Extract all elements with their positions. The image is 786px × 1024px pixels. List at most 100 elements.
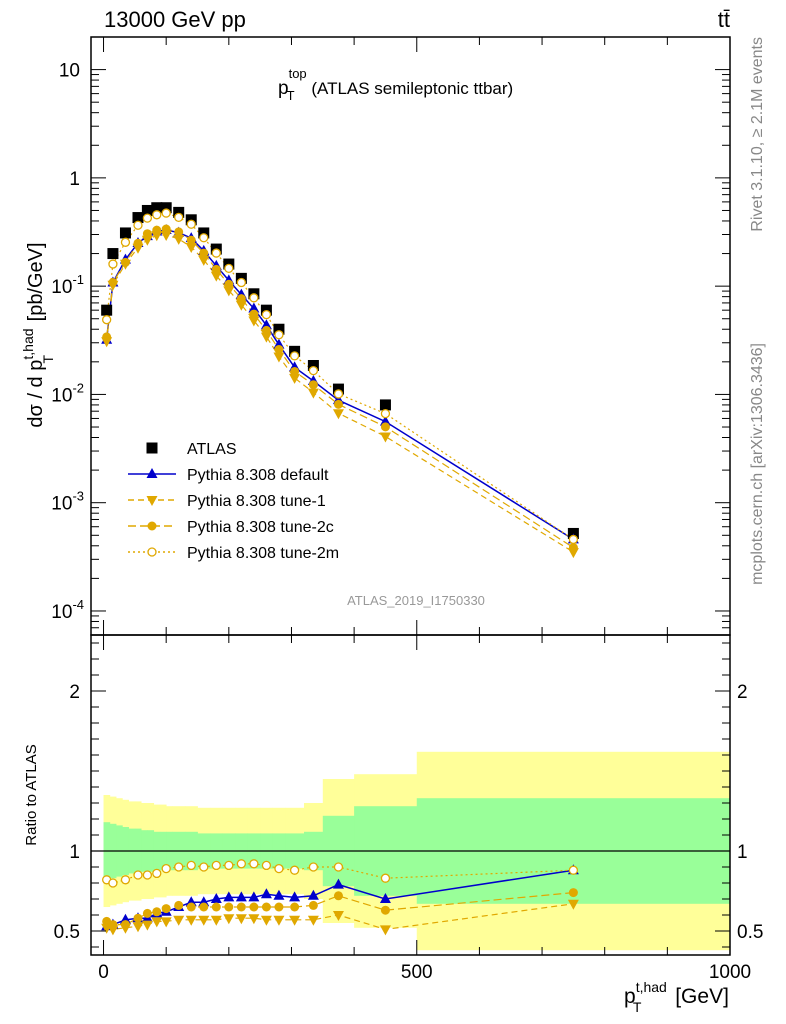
x-tick-label: 0 (98, 962, 109, 983)
ratio-point-pythia-8-308-tune-2c (568, 888, 578, 898)
ratio-point-pythia-8-308-tune-2c (174, 900, 184, 910)
data-point-pythia-8-308-tune-2m (308, 365, 319, 376)
data-point-atlas (307, 359, 319, 371)
legend-symbols (128, 442, 176, 557)
main-y-tick-label: 10-3 (51, 489, 84, 515)
ratio-point-pythia-8-308-default (248, 891, 260, 902)
data-point-atlas (332, 383, 344, 395)
plot-title-rest: (ATLAS semileptonic ttbar) (307, 79, 514, 98)
ratio-point-pythia-8-308-tune-2m (261, 860, 272, 871)
ratio-point-pythia-8-308-tune-2c (161, 904, 171, 914)
ratio-point-pythia-8-308-tune-2c (380, 905, 390, 915)
data-point-pythia-8-308-tune-1 (289, 373, 301, 384)
legend-label-tune-2c: Pythia 8.308 tune-2c (187, 519, 334, 536)
main-y-tick-label: 10-2 (51, 380, 84, 406)
ratio-point-pythia-8-308-tune-1 (185, 915, 197, 926)
main-axis-ticks: 10-4 10-3 10-2 10-1 1 10 (51, 36, 731, 636)
data-point-pythia-8-308-tune-1 (235, 300, 247, 311)
data-point-pythia-8-308-tune-2c (142, 229, 152, 239)
x-tick-label: 500 (401, 962, 433, 983)
data-point-pythia-8-308-tune-2c (308, 380, 318, 390)
ratio-point-pythia-8-308-tune-2c (308, 900, 318, 910)
data-point-atlas (101, 304, 113, 316)
ratio-point-pythia-8-308-default (379, 893, 391, 903)
ratio-point-pythia-8-308-tune-2m (224, 860, 234, 871)
ratio-axis-ticks: 0.5 0.5 1 1 2 2 0 500 1000 (54, 635, 763, 983)
ratio-point-pythia-8-308-default (273, 889, 285, 900)
data-point-pythia-8-308-tune-1 (248, 316, 260, 327)
data-point-pythia-8-308-default (379, 415, 391, 426)
data-point-pythia-8-308-tune-2m (199, 233, 209, 243)
ratio-point-pythia-8-308-default (307, 889, 319, 900)
data-point-pythia-8-308-tune-2c (236, 294, 246, 304)
data-point-pythia-8-308-tune-1 (141, 235, 153, 246)
ratio-point-pythia-8-308-tune-2c (236, 902, 246, 912)
ratio-point-pythia-8-308-tune-2m (211, 860, 221, 871)
legend-marker-atlas (146, 442, 158, 454)
data-point-pythia-8-308-tune-2c (152, 225, 162, 235)
ratio-point-pythia-8-308-tune-1 (289, 915, 301, 926)
data-point-pythia-8-308-tune-2m (174, 212, 184, 222)
ratio-y-tick-label-right: 2 (737, 682, 748, 703)
legend-label-atlas: ATLAS (187, 441, 237, 458)
data-point-pythia-8-308-tune-1 (198, 255, 210, 266)
ratio-point-pythia-8-308-tune-2m (333, 862, 344, 872)
data-point-pythia-8-308-default (260, 319, 272, 330)
header-energy: 13000 GeV pp (104, 7, 246, 32)
x-label-post: [GeV] (669, 985, 729, 1008)
data-point-atlas (151, 202, 163, 214)
data-point-pythia-8-308-tune-1 (160, 230, 172, 241)
data-point-pythia-8-308-tune-2c (199, 248, 209, 258)
main-y-axis-label: dσ / d pt,had T [pb/GeV] (20, 242, 56, 427)
data-point-pythia-8-308-tune-1 (307, 388, 319, 399)
data-point-pythia-8-308-tune-1 (379, 432, 391, 443)
data-point-pythia-8-308-tune-2m (120, 237, 131, 247)
data-point-pythia-8-308-default (248, 302, 260, 313)
ratio-point-pythia-8-308-tune-1 (198, 915, 210, 926)
x-axis-label: pt,had T [GeV] (624, 979, 729, 1015)
data-point-pythia-8-308-tune-2m (568, 534, 579, 545)
data-point-pythia-8-308-tune-2c (120, 257, 130, 267)
ratio-panel: 0.5 0.5 1 1 2 2 0 500 1000 Ratio to ATLAS pt,had… (23, 634, 763, 1015)
ratio-point-pythia-8-308-tune-2m (289, 865, 300, 875)
main-y-label-pre: dσ / d p (25, 360, 47, 428)
data-point-pythia-8-308-tune-2c (568, 543, 578, 553)
data-point-atlas (173, 206, 185, 218)
data-point-pythia-8-308-tune-2m (186, 219, 196, 229)
data-point-pythia-8-308-tune-2c (133, 238, 143, 248)
ratio-point-pythia-8-308-tune-1 (307, 915, 319, 926)
x-label-sup: t,had (636, 979, 667, 995)
data-point-pythia-8-308-tune-1 (173, 234, 185, 245)
data-point-pythia-8-308-tune-1 (223, 286, 235, 297)
x-tick-label: 1000 (709, 962, 751, 983)
ratio-point-pythia-8-308-tune-2m (120, 875, 131, 885)
ratio-point-pythia-8-308-tune-2c (152, 907, 162, 917)
data-point-pythia-8-308-tune-1 (273, 352, 285, 363)
ratio-y-tick-label-right: 0.5 (737, 922, 763, 943)
data-point-pythia-8-308-tune-2c (224, 279, 234, 289)
ratio-point-pythia-8-308-tune-1 (223, 914, 235, 925)
ratio-point-pythia-8-308-tune-1 (567, 899, 579, 910)
data-point-pythia-8-308-tune-2c (102, 332, 112, 342)
ratio-point-pythia-8-308-tune-2c (261, 902, 271, 912)
data-point-pythia-8-308-tune-2m (142, 213, 153, 223)
data-point-pythia-8-308-tune-1 (185, 242, 197, 253)
data-point-atlas (160, 202, 172, 214)
data-point-pythia-8-308-tune-2m (133, 220, 143, 230)
data-point-pythia-8-308-tune-2m (108, 259, 118, 269)
data-point-pythia-8-308-tune-2c (186, 235, 196, 245)
data-point-pythia-8-308-tune-2c (333, 399, 343, 409)
ratio-point-pythia-8-308-tune-2m (199, 862, 209, 872)
plot-title-sup: top (289, 66, 307, 81)
ratio-point-pythia-8-308-tune-2m (186, 860, 196, 871)
ratio-point-pythia-8-308-default (223, 891, 235, 902)
data-point-pythia-8-308-tune-1 (210, 271, 222, 282)
legend-label-tune-2m: Pythia 8.308 tune-2m (187, 545, 339, 562)
ratio-point-pythia-8-308-tune-2c (274, 902, 284, 912)
data-point-pythia-8-308-tune-2c (249, 309, 259, 319)
ratio-point-pythia-8-308-tune-2m (142, 870, 153, 880)
ratio-point-pythia-8-308-tune-2c (133, 913, 143, 923)
series-line-pythia-8-308-tune-2m (106, 212, 574, 540)
ratio-point-pythia-8-308-tune-2m (249, 859, 259, 869)
